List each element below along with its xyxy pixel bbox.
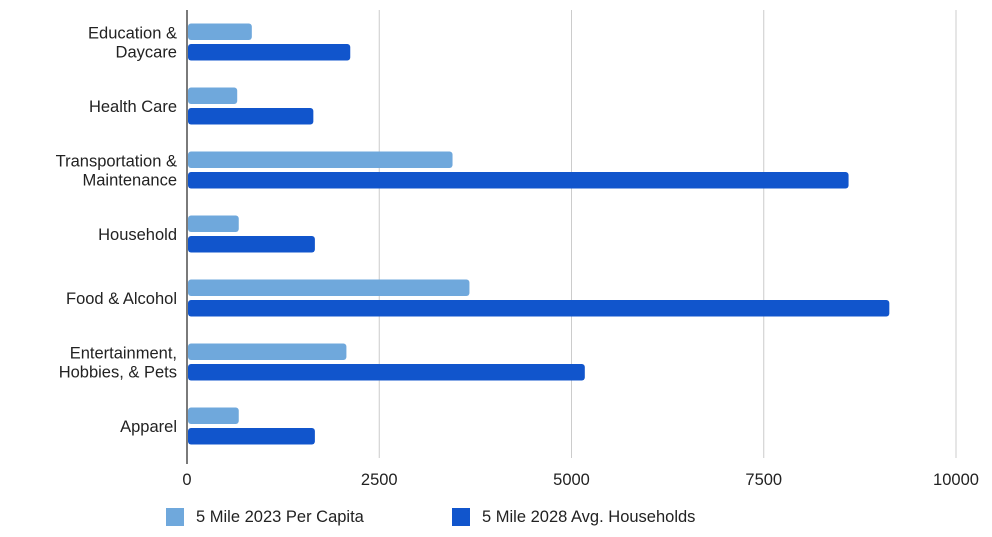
category-label: Transportation & <box>56 153 177 171</box>
bar-2028-avg-households <box>188 428 315 445</box>
category-label: Food & Alcohol <box>66 290 177 308</box>
category-labels: Education &Daycare Health Care Transportat… <box>56 25 177 437</box>
bar-2028-avg-households <box>188 300 890 317</box>
x-tick-label: 5000 <box>553 471 590 489</box>
legend-swatch-2023 <box>166 508 184 526</box>
category-label: Entertainment, <box>70 345 177 363</box>
bar-2023-per-capita <box>188 279 470 296</box>
bar-2023-per-capita <box>188 343 347 360</box>
bar-2023-per-capita <box>188 151 453 168</box>
legend-label-2028: 5 Mile 2028 Avg. Households <box>482 508 695 526</box>
bar-2023-per-capita <box>188 407 239 424</box>
category-label: Education & <box>88 25 177 43</box>
category-label: Apparel <box>120 418 177 436</box>
bar-2028-avg-households <box>188 364 585 381</box>
bar-2028-avg-households <box>188 236 315 253</box>
x-tick-label: 7500 <box>745 471 782 489</box>
bar-2028-avg-households <box>188 108 314 125</box>
x-tick-label: 2500 <box>361 471 398 489</box>
category-label: Household <box>98 226 177 244</box>
legend-swatch-2028 <box>452 508 470 526</box>
bar-2028-avg-households <box>188 172 849 189</box>
bar-2023-per-capita <box>188 215 239 232</box>
gridlines <box>378 10 957 458</box>
x-tick-labels: 0 2500 5000 7500 10000 <box>182 471 979 489</box>
x-tick-label: 10000 <box>933 471 979 489</box>
bar-2023-per-capita <box>188 87 238 104</box>
category-label: Hobbies, & Pets <box>59 364 177 382</box>
legend-label-2023: 5 Mile 2023 Per Capita <box>196 508 365 526</box>
category-label: Maintenance <box>83 172 177 190</box>
category-label: Health Care <box>89 98 177 116</box>
legend: 5 Mile 2023 Per Capita 5 Mile 2028 Avg. H… <box>166 508 695 526</box>
x-tick-label: 0 <box>182 471 191 489</box>
bar-2023-per-capita <box>188 23 252 40</box>
category-label: Daycare <box>116 44 177 62</box>
bar-2028-avg-households <box>188 44 351 61</box>
bars <box>188 23 890 445</box>
